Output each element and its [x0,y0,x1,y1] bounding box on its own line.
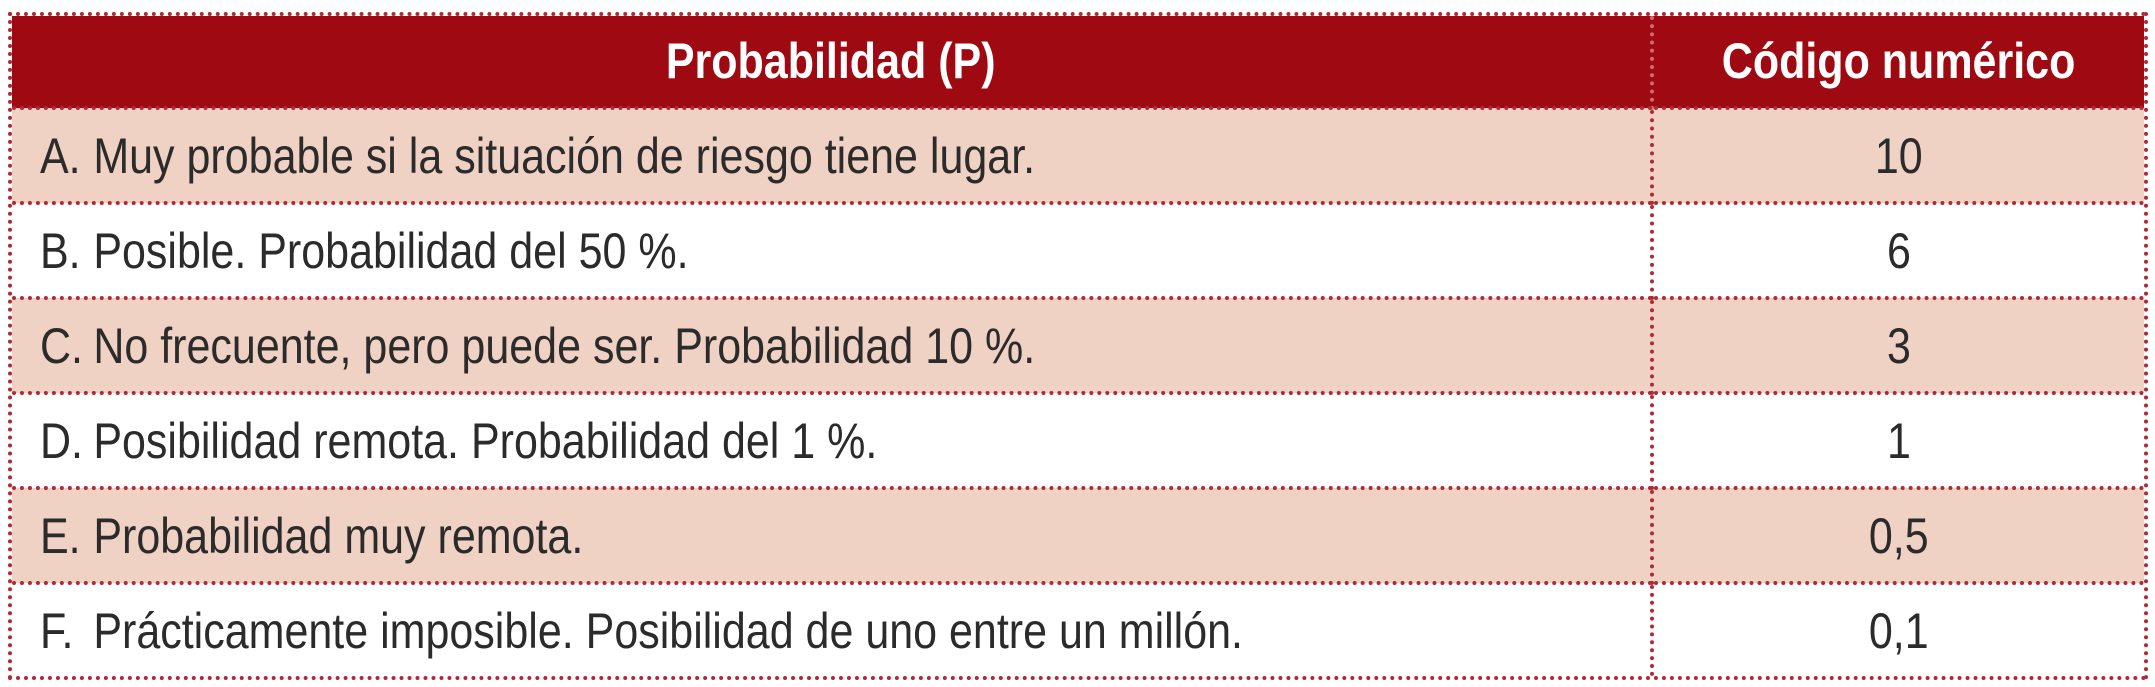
row-letter: F. [40,602,74,659]
row-text: Muy probable si la situación de riesgo t… [93,127,1036,184]
row-description: C. No frecuente, pero puede ser. Probabil… [12,298,1654,395]
row-text: Probabilidad muy remota. [93,507,584,564]
probability-table: Probabilidad (P) Código numérico A. Muy p… [8,12,2148,680]
table-row: D. Posibilidad remota. Probabilidad del 1… [12,393,2144,490]
row-letter: B. [40,222,81,279]
row-text: Posibilidad remota. Probabilidad del 1 %… [93,412,878,469]
row-description: F. Prácticamente imposible. Posibilidad d… [12,583,1654,676]
header-probability: Probabilidad (P) [12,16,1654,110]
probability-table-grid: Probabilidad (P) Código numérico A. Muy p… [12,16,2144,676]
row-description: D. Posibilidad remota. Probabilidad del 1… [12,393,1654,490]
row-text: Prácticamente imposible. Posibilidad de … [93,602,1244,659]
table-row: A. Muy probable si la situación de riesgo… [12,108,2144,205]
table-row: F. Prácticamente imposible. Posibilidad d… [12,583,2144,676]
row-description: E. Probabilidad muy remota. [12,488,1654,585]
row-letter: C. [40,317,83,374]
row-text: Posible. Probabilidad del 50 %. [93,222,689,279]
row-letter: D. [40,412,83,469]
row-code: 10 [1652,108,2144,205]
table-header-row: Probabilidad (P) Código numérico [12,16,2144,110]
table-row: B. Posible. Probabilidad del 50 %. 6 [12,203,2144,300]
header-numeric-code: Código numérico [1652,16,2144,110]
table-row: C. No frecuente, pero puede ser. Probabil… [12,298,2144,395]
row-description: A. Muy probable si la situación de riesgo… [12,108,1654,205]
row-code: 1 [1652,393,2144,490]
row-text: No frecuente, pero puede ser. Probabilid… [93,317,1036,374]
row-code: 0,5 [1652,488,2144,585]
row-description: B. Posible. Probabilidad del 50 %. [12,203,1654,300]
row-code: 0,1 [1652,583,2144,676]
table-row: E. Probabilidad muy remota. 0,5 [12,488,2144,585]
row-code: 3 [1652,298,2144,395]
row-code: 6 [1652,203,2144,300]
row-letter: E. [40,507,81,564]
row-letter: A. [40,127,81,184]
